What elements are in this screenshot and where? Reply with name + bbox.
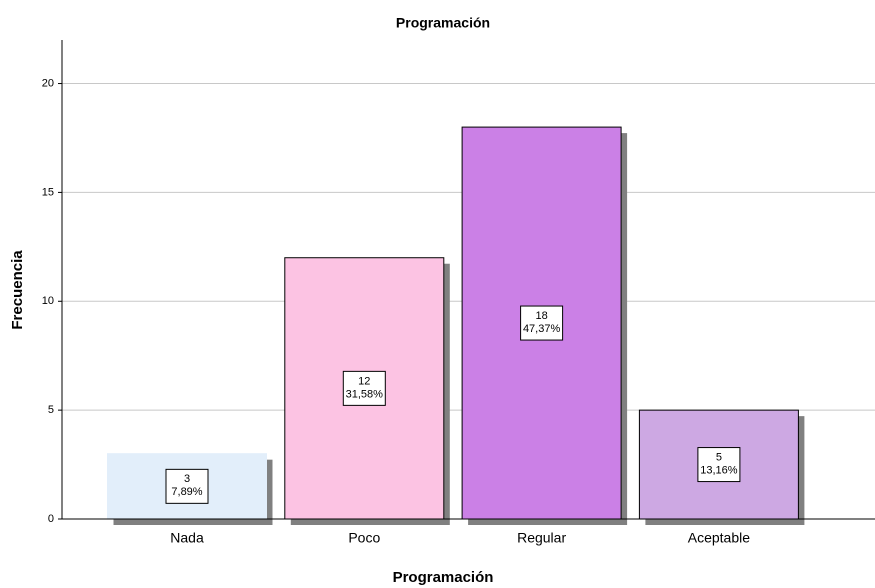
percent-label: 47,37% <box>523 323 561 335</box>
chart-title: Programación <box>396 15 490 31</box>
x-tick-label: Poco <box>348 530 380 546</box>
x-tick-label: Nada <box>170 530 204 546</box>
x-axis-label: Programación <box>393 569 494 586</box>
label-box <box>520 305 564 341</box>
percent-label: 7,89% <box>171 486 202 498</box>
y-tick-label: 0 <box>48 513 54 525</box>
value-label: 3 <box>184 473 190 485</box>
label-box <box>165 468 209 504</box>
value-label: 18 <box>535 310 547 322</box>
y-axis-label: Frecuencia <box>9 250 26 330</box>
value-label: 12 <box>358 375 370 387</box>
percent-label: 31,58% <box>346 388 384 400</box>
x-tick-label: Regular <box>517 530 566 546</box>
value-label: 5 <box>716 451 722 463</box>
x-tick-label: Aceptable <box>688 530 750 546</box>
percent-label: 13,16% <box>700 464 738 476</box>
label-box <box>342 370 386 406</box>
y-tick-label: 10 <box>42 295 54 307</box>
label-box <box>697 447 741 483</box>
y-tick-label: 5 <box>48 404 54 416</box>
y-tick-label: 20 <box>42 77 54 89</box>
y-tick-label: 15 <box>42 186 54 198</box>
